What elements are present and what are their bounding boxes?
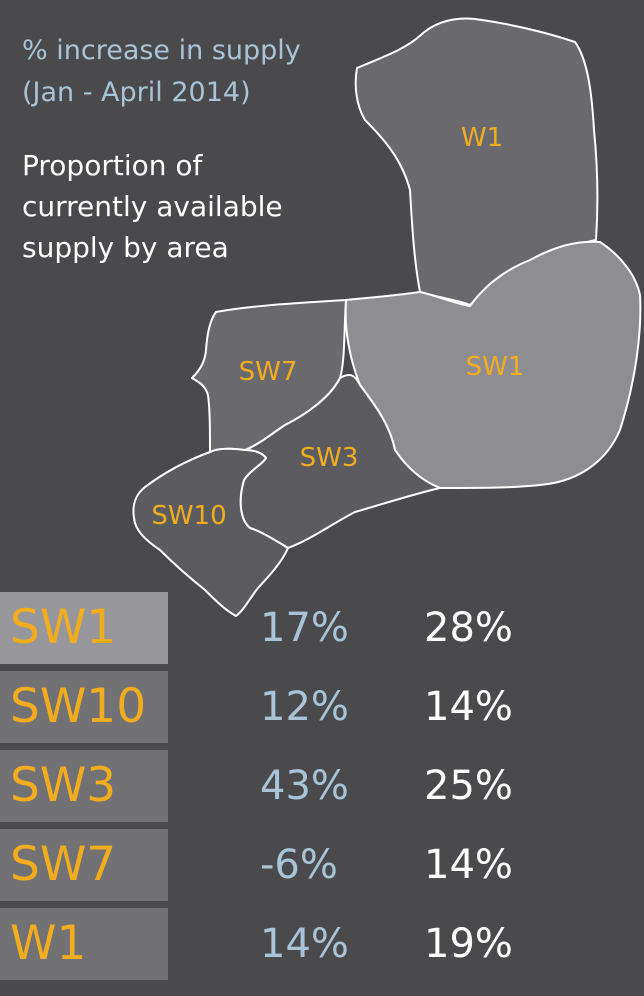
region-label-sw7: SW7 [239,357,298,387]
area-box: SW7 [0,829,168,901]
supply-increase-value: 17% [260,605,349,651]
supply-proportion-value: 28% [424,605,513,651]
area-box: SW1 [0,592,168,664]
area-box: SW3 [0,750,168,822]
region-label-sw3: SW3 [300,443,359,473]
area-label: SW7 [10,837,117,892]
supply-proportion-value: 19% [424,921,513,967]
region-sw10[interactable] [132,447,289,617]
area-box: W1 [0,908,168,980]
table-row: SW1 17% 28% [0,592,644,664]
legend-proportion-line1: Proportion of [22,149,203,182]
table-row: SW7 -6% 14% [0,829,644,901]
table-row: SW3 43% 25% [0,750,644,822]
area-box: SW10 [0,671,168,743]
supply-increase-value: 14% [260,921,349,967]
legend-proportion-line2: currently available [22,190,283,223]
supply-increase-value: 12% [260,684,349,730]
table-row: W1 14% 19% [0,908,644,980]
legend-proportion-line3: supply by area [22,231,229,264]
supply-proportion-value: 25% [424,763,513,809]
region-label-w1: W1 [461,123,503,153]
supply-proportion-value: 14% [424,684,513,730]
area-label: SW1 [10,600,117,655]
region-label-sw1: SW1 [466,352,525,382]
supply-increase-value: 43% [260,763,349,809]
legend-increase-line2: (Jan - April 2014) [22,77,251,108]
area-label: SW10 [10,679,147,734]
table-row: SW10 12% 14% [0,671,644,743]
supply-increase-value: -6% [260,842,338,888]
legend-increase-line1: % increase in supply [22,35,301,66]
area-label: SW3 [10,758,117,813]
supply-proportion-value: 14% [424,842,513,888]
area-label: W1 [10,916,87,971]
region-label-sw10: SW10 [151,501,226,531]
